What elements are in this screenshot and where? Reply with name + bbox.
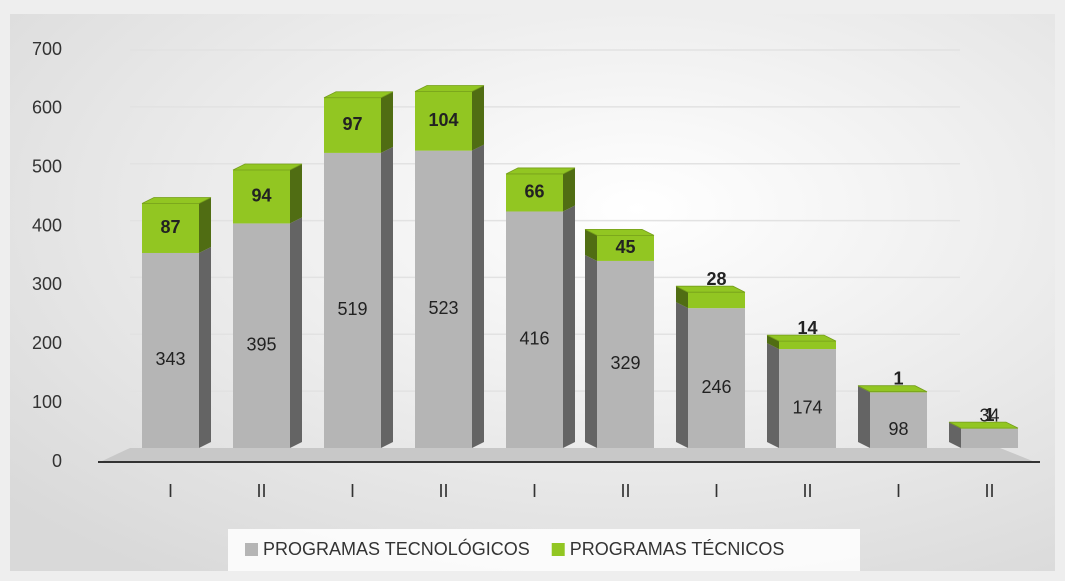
bar-side [949, 422, 961, 448]
x-tick-label: II [802, 481, 812, 501]
y-tick-label: 100 [32, 392, 62, 412]
bar [961, 428, 1018, 448]
bar [870, 392, 927, 448]
y-tick-label: 500 [32, 156, 62, 176]
data-label: 94 [251, 185, 271, 205]
data-label: 343 [155, 349, 185, 369]
bar-top [323, 91, 394, 99]
y-tick-label: 400 [32, 215, 62, 235]
bar [142, 203, 199, 253]
legend-box [228, 529, 860, 571]
floor [100, 448, 1035, 462]
x-tick-label: II [256, 481, 266, 501]
bar [142, 252, 199, 448]
bar [324, 152, 381, 448]
x-tick-label: I [714, 481, 719, 501]
bar-top [766, 334, 837, 342]
bar [779, 349, 836, 448]
bar [415, 91, 472, 151]
bar-side [858, 386, 870, 448]
y-tick-label: 0 [52, 451, 62, 471]
bar [688, 308, 745, 448]
y-tick-label: 200 [32, 333, 62, 353]
y-tick-label: 700 [32, 39, 62, 59]
data-label: 104 [428, 110, 458, 130]
data-label: 523 [428, 298, 458, 318]
bar-top [414, 85, 485, 92]
x-tick-label: II [620, 481, 630, 501]
data-label: 1 [984, 405, 994, 425]
data-label: 28 [706, 269, 726, 289]
bar-side [290, 163, 302, 224]
x-tick-label: I [896, 481, 901, 501]
bar-top [948, 421, 1019, 429]
y-tick-label: 300 [32, 274, 62, 294]
data-label: 174 [792, 397, 822, 417]
bar-side [767, 343, 779, 448]
x-tick-label: I [350, 481, 355, 501]
bar [597, 260, 654, 448]
data-label: 246 [701, 377, 731, 397]
bar [233, 223, 290, 448]
data-label: 329 [610, 353, 640, 373]
bar-top [857, 385, 928, 393]
legend-label: PROGRAMAS TECNOLÓGICOS [263, 538, 530, 559]
y-tick-label: 600 [32, 98, 62, 118]
bar-top [584, 228, 655, 236]
legend-swatch [245, 543, 258, 556]
bar [506, 173, 563, 212]
data-label: 395 [246, 334, 276, 354]
data-label: 519 [337, 299, 367, 319]
bar-side [563, 167, 575, 212]
data-label: 14 [797, 318, 817, 338]
bar-side [472, 144, 484, 448]
data-label: 416 [519, 328, 549, 348]
data-label: 87 [160, 217, 180, 237]
bar [233, 169, 290, 224]
data-label: 34 [979, 405, 999, 425]
bar-side [676, 286, 688, 309]
bar-side [290, 217, 302, 448]
bar-side [199, 246, 211, 448]
bar-side [381, 146, 393, 448]
bar-side [472, 85, 484, 151]
data-label: 1 [893, 368, 903, 388]
bar-side [563, 205, 575, 448]
bar-side [585, 229, 597, 261]
x-tick-label: I [532, 481, 537, 501]
bar-side [585, 254, 597, 448]
data-label: 66 [524, 181, 544, 201]
legend-swatch [551, 543, 565, 556]
bar-side [199, 197, 211, 253]
bar-side [676, 302, 688, 448]
bar [779, 341, 836, 350]
bar [415, 150, 472, 448]
legend-label: PROGRAMAS TÉCNICOS [570, 539, 785, 559]
bar-side [381, 91, 393, 153]
bar-top [141, 197, 212, 204]
bar-side [767, 335, 779, 350]
bar-top [232, 163, 303, 171]
bar [688, 292, 745, 309]
x-tick-label: II [984, 481, 994, 501]
bar [506, 211, 563, 448]
bar [324, 97, 381, 153]
data-label: 97 [342, 114, 362, 134]
bar [597, 235, 654, 261]
bar-top [675, 285, 746, 293]
data-label: 98 [888, 419, 908, 439]
x-tick-label: I [168, 481, 173, 501]
x-tick-label: II [438, 481, 448, 501]
data-label: 45 [615, 237, 635, 257]
bar-top [505, 167, 576, 175]
